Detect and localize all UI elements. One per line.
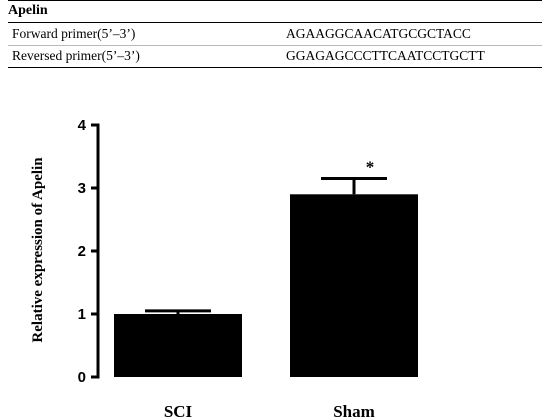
annotations: * bbox=[366, 158, 375, 177]
y-tick-label: 4 bbox=[78, 117, 87, 134]
table-row-divider bbox=[8, 45, 542, 46]
y-tick-label: 2 bbox=[78, 243, 86, 260]
primer-label: Reversed primer(5’–3’) bbox=[12, 48, 140, 63]
x-tick-label: SCI bbox=[164, 402, 193, 420]
table-bottom-rule bbox=[8, 67, 542, 68]
x-tick-label: Sham bbox=[333, 402, 375, 420]
bar bbox=[114, 314, 242, 377]
bar bbox=[290, 194, 418, 377]
table-header-rule bbox=[8, 22, 542, 23]
primer-sequence: GGAGAGCCCTTCAATCCTGCTT bbox=[286, 48, 485, 63]
primer-sequence: AGAAGGCAACATGCGCTACC bbox=[286, 26, 471, 41]
significance-marker: * bbox=[366, 158, 375, 177]
y-axis-title: Relative expression of Apelin bbox=[30, 157, 46, 343]
error-bars-layer bbox=[145, 177, 387, 314]
primer-label: Forward primer(5’–3’) bbox=[12, 26, 136, 41]
gene-name: Apelin bbox=[8, 3, 48, 18]
category-labels: SCI Sham bbox=[164, 402, 375, 420]
y-tick-label: 1 bbox=[78, 306, 86, 323]
table-row: Forward primer(5’–3’) AGAAGGCAACATGCGCTA… bbox=[8, 24, 542, 44]
table-top-rule bbox=[8, 0, 542, 1]
y-tick-label: 0 bbox=[78, 369, 86, 386]
table-row: Reversed primer(5’–3’) GGAGAGCCCTTCAATCC… bbox=[8, 46, 542, 66]
y-tick-label: 3 bbox=[78, 180, 86, 197]
y-axis: 0 1 2 3 4 bbox=[78, 117, 100, 386]
bars-layer bbox=[114, 194, 418, 377]
